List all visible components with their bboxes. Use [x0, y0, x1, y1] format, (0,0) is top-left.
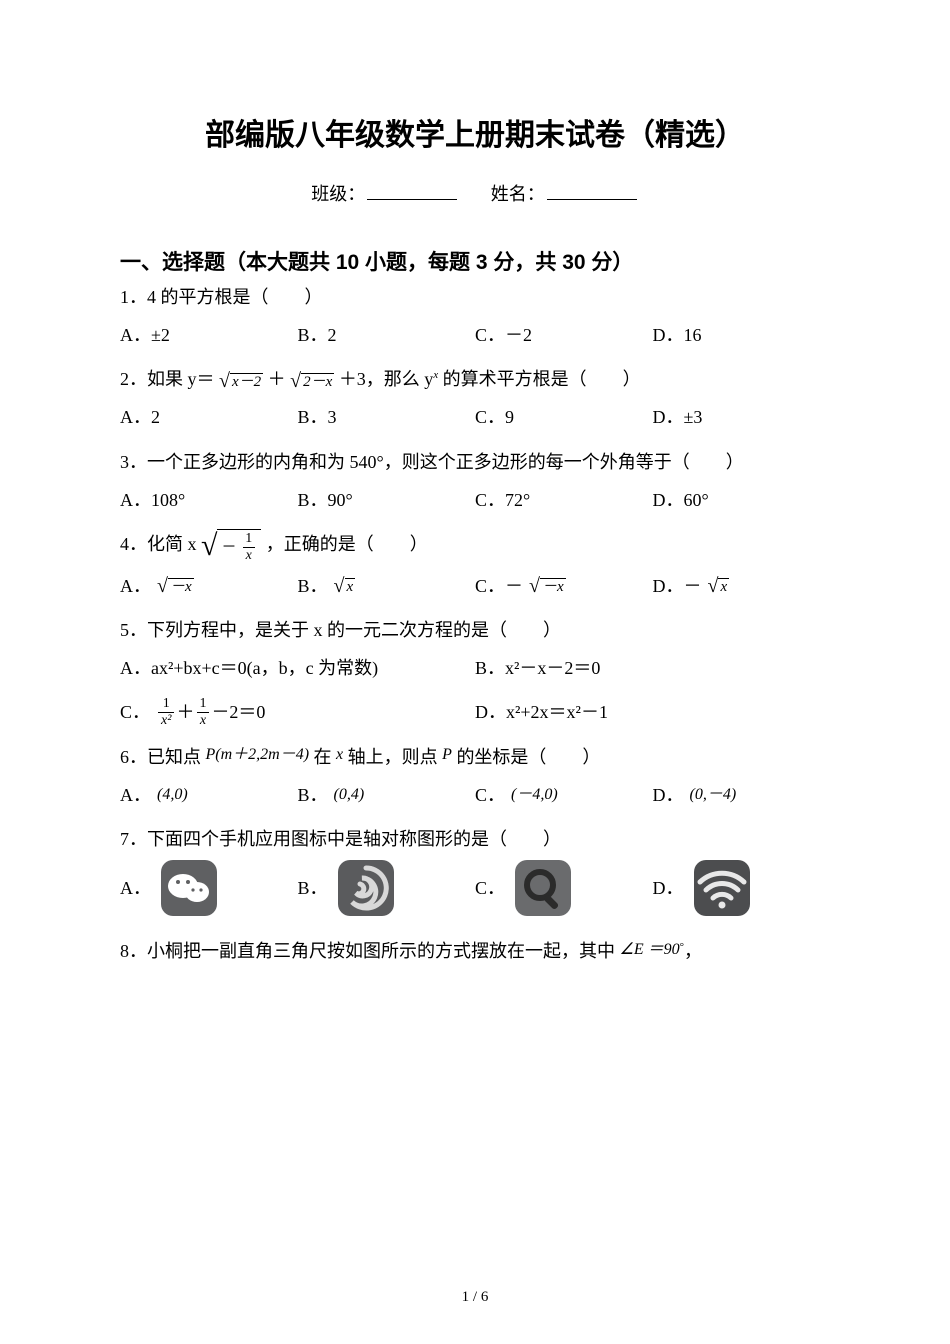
q6-opt-b[interactable]: B．(0,4) [298, 778, 476, 812]
wechat-icon [161, 860, 217, 916]
q6-point: P(m＋2,2m－4) [206, 746, 310, 763]
q7-opt-a[interactable]: A． [120, 860, 298, 916]
q2-pre: 2．如果 y＝ [120, 369, 215, 389]
student-info-row: 班级： 姓名： [120, 179, 830, 206]
q4-opt-c[interactable]: C．－ √－x [475, 569, 653, 603]
q4-opt-d[interactable]: D．－ √x [653, 569, 831, 603]
wifi-icon [694, 860, 750, 916]
q1-opt-a[interactable]: A．±2 [120, 318, 298, 352]
q5-opt-a[interactable]: A．ax²+bx+c＝0(a，b，c 为常数) [120, 651, 475, 685]
q6-opt-c[interactable]: C．(－4,0) [475, 778, 653, 812]
q3-opt-b[interactable]: B．90° [298, 483, 476, 517]
q3-stem: 3．一个正多边形的内角和为 540°，则这个正多边形的每一个外角等于（ ） [120, 445, 830, 479]
q2-opt-d[interactable]: D．±3 [653, 400, 831, 434]
class-blank[interactable] [367, 179, 457, 200]
q6-options: A．(4,0) B．(0,4) C．(－4,0) D．(0,－4) [120, 778, 830, 812]
name-label: 姓名： [491, 184, 545, 204]
q5-stem: 5．下列方程中，是关于 x 的一元二次方程的是（ ） [120, 613, 830, 647]
q4-neg: － [221, 539, 236, 555]
q6-opt-a[interactable]: A．(4,0) [120, 778, 298, 812]
q2-options: A．2 B．3 C．9 D．±3 [120, 400, 830, 434]
q7-opt-d[interactable]: D． [653, 860, 831, 916]
q4-post: ，正确的是（ ） [266, 534, 428, 554]
q4-bigsqrt: √ － 1 x [201, 527, 261, 565]
q5-frac1: 1 x² [158, 697, 174, 728]
q7-opt-b[interactable]: B． [298, 860, 476, 916]
q4-options: A． √－x B． √x C．－ √－x D．－ √x [120, 569, 830, 603]
q7-stem: 7．下面四个手机应用图标中是轴对称图形的是（ ） [120, 822, 830, 856]
q2-stem: 2．如果 y＝ √x－2 ＋ √2－x ＋3，那么 yx 的算术平方根是（ ） [120, 362, 830, 396]
q2-post: ＋3，那么 y [339, 369, 434, 389]
spiral-icon [338, 860, 394, 916]
q5-options-row2: C． 1 x² ＋ 1 x －2＝0 D．x²+2x＝x²－1 [120, 695, 830, 729]
q7-opt-c[interactable]: C． [475, 860, 653, 916]
q2-tail: 的算术平方根是（ ） [438, 369, 641, 389]
q2-opt-b[interactable]: B．3 [298, 400, 476, 434]
q2-sqrt1: √x－2 [219, 371, 263, 391]
q2-opt-c[interactable]: C．9 [475, 400, 653, 434]
q2-sqrt2: √2－x [290, 371, 334, 391]
q6-p: P [442, 746, 452, 763]
class-label: 班级： [311, 184, 365, 204]
q4-stem: 4．化简 x √ － 1 x ，正确的是（ ） [120, 527, 830, 565]
q1-options: A．±2 B．2 C．－2 D．16 [120, 318, 830, 352]
q1-opt-b[interactable]: B．2 [298, 318, 476, 352]
q3-opt-a[interactable]: A．108° [120, 483, 298, 517]
q4-pre: 4．化简 x [120, 534, 197, 554]
q6-axis: x [336, 746, 343, 763]
q4-frac: 1 x [242, 532, 255, 563]
q5-opt-b[interactable]: B．x²－x－2＝0 [475, 651, 830, 685]
q8-angle: ∠E ＝90 [620, 941, 680, 958]
q6-stem: 6．已知点 P(m＋2,2m－4) 在 x 轴上，则点 P 的坐标是（ ） [120, 740, 830, 774]
q3-options: A．108° B．90° C．72° D．60° [120, 483, 830, 517]
name-blank[interactable] [547, 179, 637, 200]
magnifier-icon [515, 860, 571, 916]
q3-opt-d[interactable]: D．60° [653, 483, 831, 517]
page-footer: 1 / 6 [0, 1289, 950, 1306]
q5-options-row1: A．ax²+bx+c＝0(a，b，c 为常数) B．x²－x－2＝0 [120, 651, 830, 685]
q4-opt-a[interactable]: A． √－x [120, 569, 298, 603]
q7-options: A． B． C． [120, 860, 830, 916]
q4-opt-b[interactable]: B． √x [298, 569, 476, 603]
q5-opt-d[interactable]: D．x²+2x＝x²－1 [475, 695, 830, 729]
q1-opt-c[interactable]: C．－2 [475, 318, 653, 352]
q5-opt-c[interactable]: C． 1 x² ＋ 1 x －2＝0 [120, 695, 475, 729]
q3-opt-c[interactable]: C．72° [475, 483, 653, 517]
exam-title: 部编版八年级数学上册期末试卷（精选） [120, 110, 830, 154]
q6-opt-d[interactable]: D．(0,－4) [653, 778, 831, 812]
q1-opt-d[interactable]: D．16 [653, 318, 831, 352]
q1-stem: 1．4 的平方根是（ ） [120, 280, 830, 314]
q2-plus: ＋ [268, 369, 286, 389]
q5-frac2: 1 x [196, 697, 209, 728]
q2-opt-a[interactable]: A．2 [120, 400, 298, 434]
section-1-heading: 一、选择题（本大题共 10 小题，每题 3 分，共 30 分） [120, 246, 830, 276]
q8-stem: 8．小桐把一副直角三角尺按如图所示的方式摆放在一起，其中 ∠E ＝90°， [120, 934, 830, 968]
